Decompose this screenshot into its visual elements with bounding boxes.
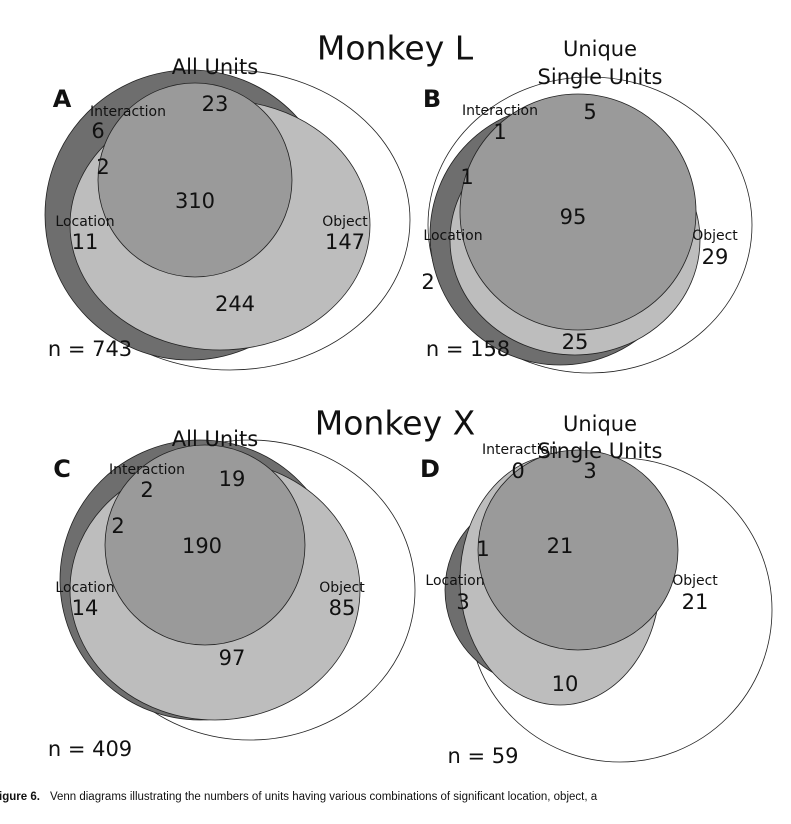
panel-letter: C — [53, 455, 71, 483]
region-count: 147 — [325, 230, 365, 254]
region-count: 85 — [329, 596, 356, 620]
caption: Figure 6. Venn diagrams illustrating the … — [0, 791, 598, 803]
row-title: Monkey L — [317, 29, 474, 68]
set-label: Location — [423, 228, 482, 244]
venn-diagram — [44, 69, 411, 371]
region-count: 190 — [182, 534, 222, 558]
sample-size: n = 59 — [448, 744, 519, 768]
region-count: 21 — [547, 534, 574, 558]
region-count: 10 — [552, 672, 579, 696]
region-count: 95 — [560, 205, 587, 229]
set-label: Location — [55, 580, 114, 596]
set-label: Location — [425, 573, 484, 589]
panel-title: Unique — [563, 37, 637, 61]
region-count: 2 — [140, 478, 153, 502]
set-label: Interaction — [109, 462, 185, 478]
panel-title: All Units — [172, 55, 258, 79]
venn-diagram — [427, 76, 753, 374]
region-count: 3 — [456, 590, 469, 614]
set-label: Location — [55, 214, 114, 230]
panel-letter: D — [420, 455, 440, 483]
region-count: 14 — [72, 596, 99, 620]
row-title: Monkey X — [315, 404, 475, 443]
panel-title: Single Units — [538, 65, 663, 89]
region-count: 21 — [682, 590, 709, 614]
region-count: 29 — [702, 245, 729, 269]
region-count: 6 — [91, 119, 104, 143]
region-count: 2 — [96, 155, 109, 179]
panel-title: Single Units — [538, 439, 663, 463]
region-count: 25 — [562, 330, 589, 354]
region-count: 1 — [493, 120, 506, 144]
region-count: 0 — [511, 459, 524, 483]
venn-set — [459, 93, 697, 331]
venn-diagram — [59, 439, 416, 741]
sample-size: n = 409 — [48, 737, 132, 761]
region-count: 23 — [202, 92, 229, 116]
set-label: Object — [692, 228, 738, 244]
region-count: 3 — [583, 459, 596, 483]
region-count: 19 — [219, 467, 246, 491]
venn-set — [477, 449, 679, 651]
caption-label: Figure 6. — [0, 791, 40, 803]
panel-letter: A — [53, 85, 72, 113]
venn-diagram — [444, 449, 773, 763]
region-count: 2 — [421, 270, 434, 294]
sample-size: n = 743 — [48, 337, 132, 361]
region-count: 244 — [215, 292, 255, 316]
set-label: Interaction — [482, 442, 558, 458]
panel-title: Unique — [563, 412, 637, 436]
set-label: Object — [322, 214, 368, 230]
region-count: 97 — [219, 646, 246, 670]
panel-title: All Units — [172, 427, 258, 451]
region-count: 11 — [72, 230, 99, 254]
set-label: Object — [672, 573, 718, 589]
region-count: 1 — [460, 165, 473, 189]
panel-letter: B — [423, 85, 441, 113]
sample-size: n = 158 — [426, 337, 510, 361]
venn-set — [97, 82, 293, 278]
region-count: 2 — [111, 514, 124, 538]
venn-set — [104, 444, 306, 646]
set-label: Interaction — [462, 103, 538, 119]
region-count: 5 — [583, 100, 596, 124]
region-count: 310 — [175, 189, 215, 213]
caption-text: Venn diagrams illustrating the numbers o… — [50, 791, 598, 803]
region-count: 1 — [476, 537, 489, 561]
set-label: Object — [319, 580, 365, 596]
set-label: Interaction — [90, 104, 166, 120]
